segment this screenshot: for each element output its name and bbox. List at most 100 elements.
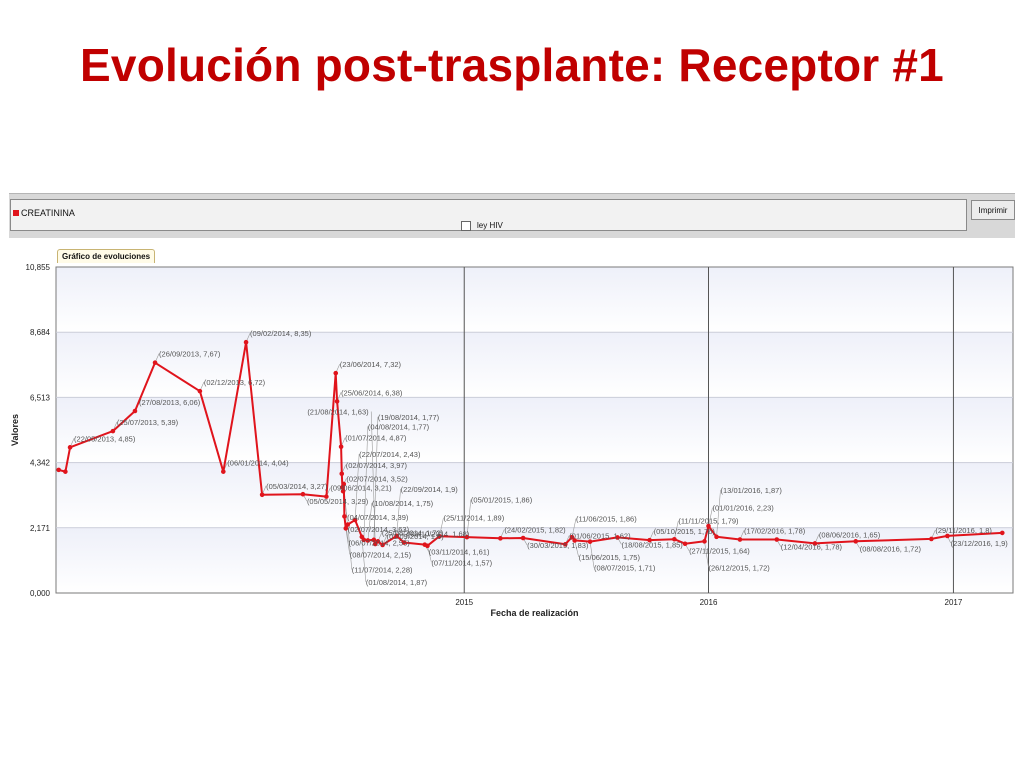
data-point — [562, 542, 568, 547]
data-point — [945, 533, 950, 539]
print-button[interactable]: Imprimir — [971, 200, 1015, 220]
data-label: (19/08/2014, 1,77) — [378, 413, 440, 422]
data-points — [56, 339, 1005, 549]
label-leader-line — [363, 426, 369, 540]
data-label: (25/08/2014, 1,72) — [382, 528, 444, 537]
label-leader-line — [367, 502, 373, 541]
slide-title: Evolución post-trasplante: Receptor #1 — [80, 39, 944, 91]
label-leader-line — [347, 524, 353, 570]
data-point — [243, 339, 249, 345]
ley-hiv-label: ley HIV — [477, 221, 509, 231]
data-point — [152, 360, 158, 365]
data-point — [110, 428, 116, 434]
data-label: (15/06/2015, 1,75) — [579, 553, 641, 562]
data-point — [999, 530, 1005, 536]
data-label: (13/01/2016, 1,87) — [721, 486, 783, 495]
data-label: (02/07/2014, 3,52) — [346, 474, 408, 483]
data-point — [63, 469, 68, 474]
data-label: (04/08/2014, 1,77) — [368, 422, 430, 431]
plot-band — [56, 332, 1013, 397]
data-point — [341, 481, 347, 487]
data-label: (03/10/2014, 1,68) — [408, 530, 470, 539]
data-label: (26/12/2015, 1,72) — [708, 563, 770, 572]
data-label: (05/01/2015, 1,86) — [471, 496, 533, 505]
data-label: (11/07/2014, 2,28) — [352, 566, 413, 575]
data-label: (09/06/2014, 3,21) — [330, 484, 392, 493]
data-point — [425, 543, 430, 549]
data-label: (07/11/2014, 1,57) — [431, 558, 492, 567]
data-point — [343, 526, 349, 531]
data-point — [361, 537, 367, 543]
data-point — [853, 539, 859, 544]
y-tick-label: 8,684 — [30, 328, 51, 337]
data-point — [737, 537, 743, 542]
data-point — [365, 538, 371, 543]
label-leader-line — [396, 488, 401, 536]
data-label: (22/07/2014, 2,43) — [359, 450, 421, 459]
data-label: (12/04/2016, 1,78) — [781, 543, 843, 552]
plot-band — [56, 267, 1013, 332]
data-label: (30/03/2015, 1,83) — [527, 541, 589, 550]
data-point — [572, 538, 577, 543]
data-point — [56, 467, 61, 473]
data-label: (05/03/2014, 3,27) — [266, 482, 328, 491]
data-label: (08/06/2016, 1,65) — [819, 530, 881, 539]
data-point — [774, 537, 780, 542]
series-label: CREATININA — [21, 208, 75, 218]
data-point — [132, 408, 138, 414]
series-toolbar: CREATININA ley HIV Imprimir — [9, 193, 1015, 238]
label-leader-lines — [69, 333, 951, 582]
data-point — [647, 537, 652, 543]
data-point — [401, 540, 407, 545]
data-point — [672, 536, 677, 542]
data-label: (09/02/2014, 8,35) — [250, 329, 312, 338]
data-label: (22/09/2014, 1,9) — [401, 485, 459, 494]
y-tick-label: 4,342 — [30, 459, 51, 468]
data-point — [221, 469, 226, 474]
x-tick-label: 2017 — [945, 598, 963, 607]
label-leader-line — [589, 541, 595, 568]
data-labels: (22/05/2013, 4,85) (25/07/2013, 5,39) (27/… — [74, 329, 1008, 587]
data-label: (02/07/2014, 3,63) — [348, 525, 410, 534]
data-label: (08/08/2016, 1,72) — [860, 544, 922, 553]
label-leader-line — [370, 411, 376, 545]
data-point — [67, 445, 73, 450]
x-tick-label: 2016 — [700, 598, 718, 607]
plot-band — [56, 463, 1013, 528]
data-label: (29/11/2016, 1,8) — [935, 526, 992, 535]
label-leader-line — [704, 541, 709, 568]
data-label: (26/09/2013, 7,67) — [159, 350, 221, 359]
gridlines — [56, 267, 1013, 593]
data-point — [394, 533, 399, 539]
data-label: (02/12/2013, 6,72) — [204, 378, 266, 387]
data-label: (01/09/2014, 1,6) — [387, 532, 445, 541]
label-leader-line — [708, 507, 713, 527]
data-label: (01/07/2014, 4,87) — [345, 434, 407, 443]
label-leader-line — [439, 517, 444, 537]
y-axis-title: Valores — [10, 414, 20, 446]
series-color-swatch — [13, 210, 19, 216]
data-point — [340, 488, 346, 494]
label-leader-line — [466, 499, 472, 538]
tab-grafico-evoluciones[interactable]: Gráfico de evoluciones — [57, 249, 156, 263]
ley-hiv-toggle[interactable]: ley HIV — [461, 221, 509, 231]
data-point — [929, 536, 934, 542]
data-point — [333, 370, 339, 376]
data-point — [334, 399, 340, 404]
data-point — [345, 522, 351, 527]
data-point — [371, 537, 377, 543]
data-label: (06/01/2014, 4,04) — [227, 459, 289, 468]
y-axis-ticks: 0,000 2,171 4,342 6,513 8,684 10,855 — [26, 263, 51, 598]
data-point — [615, 535, 620, 540]
data-label: (25/07/2013, 5,39) — [117, 418, 179, 427]
data-label: (04/07/2014, 3,39) — [347, 513, 409, 522]
y-tick-label: 2,171 — [30, 524, 51, 533]
data-point — [259, 492, 265, 498]
series-item-creatinina[interactable]: CREATININA — [13, 208, 75, 218]
label-leader-line — [571, 518, 577, 538]
data-label: (03/11/2014, 1,61) — [429, 548, 490, 557]
data-label: (11/06/2015, 1,86) — [576, 515, 637, 524]
ley-hiv-checkbox[interactable] — [461, 221, 471, 231]
data-point — [197, 388, 203, 394]
y-tick-label: 0,000 — [30, 589, 51, 598]
